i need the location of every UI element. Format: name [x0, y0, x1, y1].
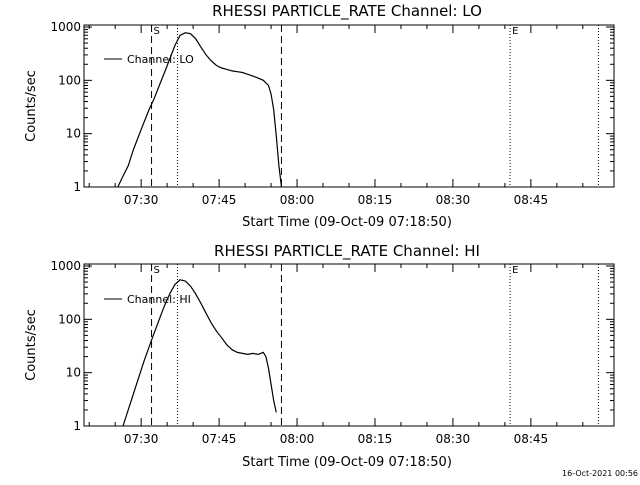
- legend-label: Channel: HI: [127, 293, 191, 306]
- x-tick-label: 08:15: [358, 193, 393, 207]
- x-tick-label: 08:30: [436, 193, 471, 207]
- time-marker-label: E: [512, 265, 518, 276]
- x-tick-label: 07:30: [124, 432, 159, 446]
- y-axis: 1 10 100 1000: [50, 20, 614, 194]
- x-tick-label: 07:45: [202, 432, 237, 446]
- chart-title: RHESSI PARTICLE_RATE Channel: LO: [212, 2, 482, 21]
- series-group: [117, 32, 283, 188]
- panel-lo: RHESSI PARTICLE_RATE Channel: LO 1101001…: [24, 2, 615, 230]
- legend-label: Channel: LO: [127, 53, 194, 66]
- x-tick-label: 08:15: [358, 432, 393, 446]
- y-tick-label: 1: [73, 180, 81, 194]
- x-tick-label: 08:00: [280, 432, 315, 446]
- series-line: [117, 32, 283, 188]
- x-axis-label: Start Time (09-Oct-09 07:18:50): [242, 455, 452, 470]
- y-tick-label: 10: [66, 127, 81, 141]
- x-axis: 07:30 07:45 08:00 08:15 08:30 08:45: [88, 264, 584, 446]
- x-tick-label: 08:00: [280, 193, 315, 207]
- y-tick-label: 100: [58, 312, 81, 326]
- y-tick-label: 10: [66, 366, 81, 380]
- panel-hi: RHESSI PARTICLE_RATE Channel: HI 1101001…: [24, 242, 615, 470]
- x-tick-label: 07:30: [124, 193, 159, 207]
- time-marker-label: S: [154, 26, 160, 37]
- y-axis-label: Counts/sec: [24, 70, 39, 142]
- y-axis: 1 10 100 1000: [50, 259, 614, 433]
- y-tick-label: 1000: [50, 259, 81, 273]
- x-tick-label: 08:30: [436, 432, 471, 446]
- y-tick-label: 100: [58, 73, 81, 87]
- chart-title: RHESSI PARTICLE_RATE Channel: HI: [214, 242, 480, 261]
- footer-timestamp: 16-Oct-2021 00:56: [562, 469, 638, 478]
- y-tick-label: 1: [73, 419, 81, 433]
- x-tick-label: 08:45: [514, 193, 549, 207]
- time-marker-label: S: [154, 265, 160, 276]
- x-axis: 07:30 07:45 08:00 08:15 08:30 08:45: [88, 25, 584, 207]
- y-axis-label: Counts/sec: [24, 309, 39, 381]
- y-tick-label: 1000: [50, 20, 81, 34]
- series-line: [122, 279, 277, 427]
- x-tick-label: 08:45: [514, 432, 549, 446]
- x-tick-label: 07:45: [202, 193, 237, 207]
- series-group: [122, 279, 277, 427]
- x-axis-label: Start Time (09-Oct-09 07:18:50): [242, 215, 452, 230]
- time-marker-label: E: [512, 26, 518, 37]
